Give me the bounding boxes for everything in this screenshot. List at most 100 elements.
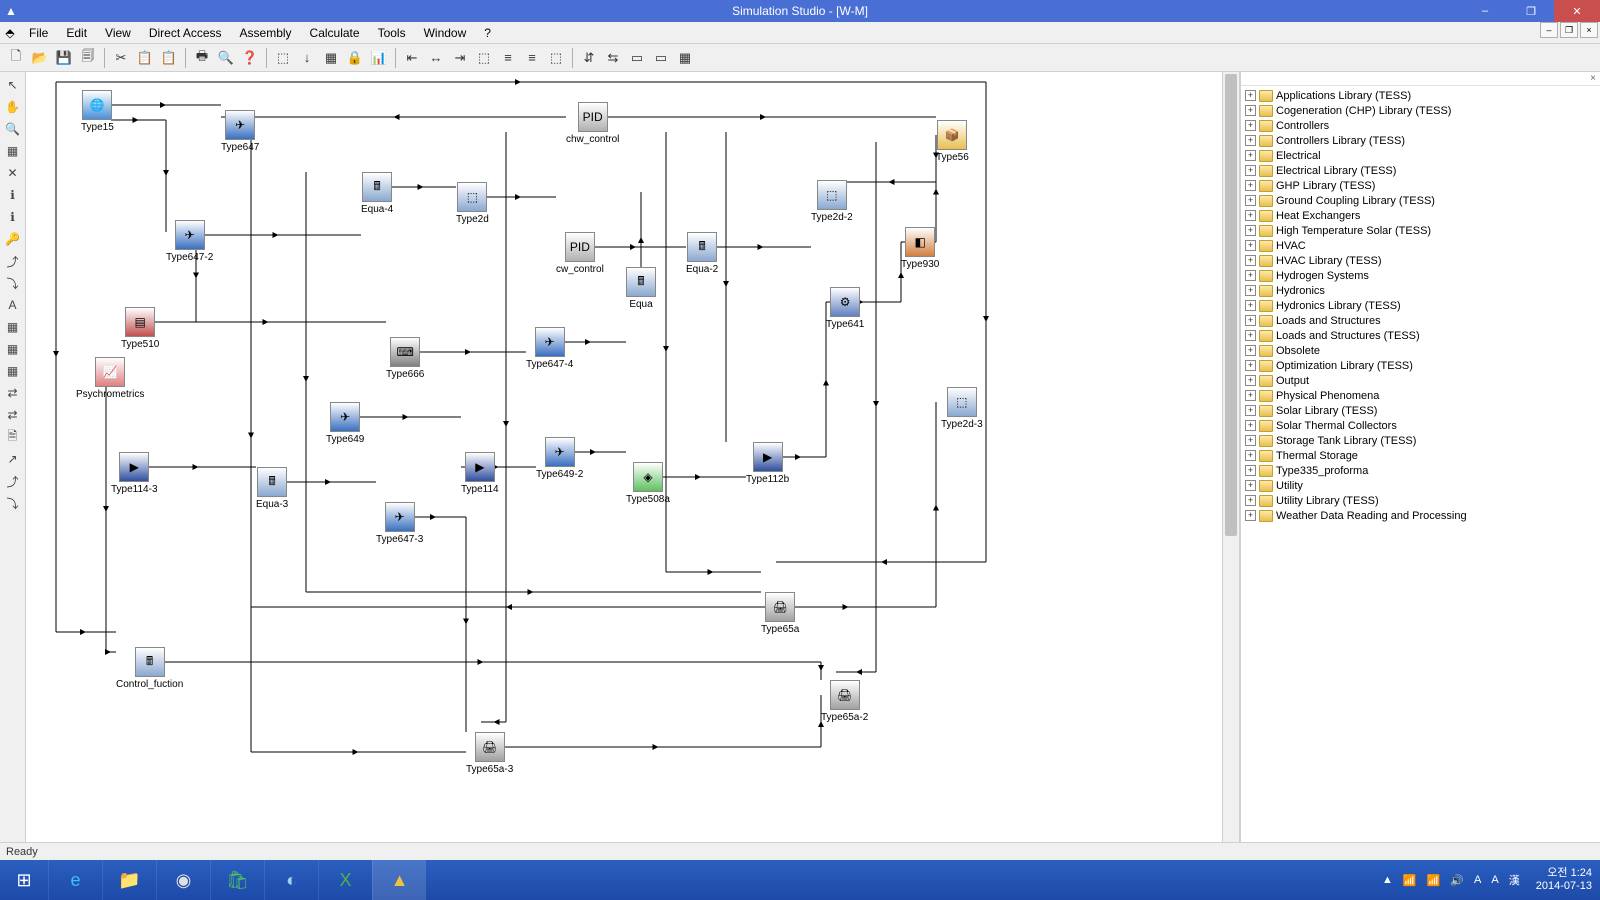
tree-item[interactable]: +Applications Library (TESS) (1245, 88, 1596, 103)
minimize-button[interactable]: – (1462, 0, 1508, 22)
palette-tool-19[interactable]: ⤵ (1, 493, 25, 513)
palette-tool-4[interactable]: ✕ (1, 163, 25, 183)
tray-icon-2[interactable]: 📶 (1427, 874, 1441, 887)
toolbar-btn-4-2[interactable]: ⇥ (449, 47, 471, 69)
menu-window[interactable]: Window (415, 26, 476, 40)
tree-item[interactable]: +Utility Library (TESS) (1245, 493, 1596, 508)
tree-item[interactable]: +Solar Library (TESS) (1245, 403, 1596, 418)
expand-icon[interactable]: + (1245, 120, 1256, 131)
expand-icon[interactable]: + (1245, 495, 1256, 506)
component-type112b[interactable]: ▶Type112b (746, 442, 789, 485)
component-type15[interactable]: 🌐Type15 (81, 90, 114, 133)
menu-edit[interactable]: Edit (57, 26, 96, 40)
taskbar-clock[interactable]: 오전 1:24 2014-07-13 (1528, 867, 1600, 893)
toolbar-btn-5-2[interactable]: ▭ (626, 47, 648, 69)
tree-item[interactable]: +Hydronics Library (TESS) (1245, 298, 1596, 313)
expand-icon[interactable]: + (1245, 195, 1256, 206)
tray-icon-3[interactable]: 🔊 (1450, 874, 1464, 887)
palette-tool-17[interactable]: ↗ (1, 449, 25, 469)
expand-icon[interactable]: + (1245, 405, 1256, 416)
tree-item[interactable]: +Electrical Library (TESS) (1245, 163, 1596, 178)
menu-?[interactable]: ? (475, 26, 500, 40)
component-type65a[interactable]: 🖨Type65a (761, 592, 799, 635)
component-type2d-3[interactable]: ⬚Type2d-3 (941, 387, 983, 430)
tree-item[interactable]: +Heat Exchangers (1245, 208, 1596, 223)
toolbar-btn-0-2[interactable]: 💾 (53, 47, 75, 69)
toolbar-btn-5-3[interactable]: ▭ (650, 47, 672, 69)
component-type647-3[interactable]: ✈Type647-3 (376, 502, 423, 545)
tree-item[interactable]: +Physical Phenomena (1245, 388, 1596, 403)
palette-tool-13[interactable]: ▦ (1, 361, 25, 381)
tree-item[interactable]: +Controllers Library (TESS) (1245, 133, 1596, 148)
tree-item[interactable]: +Solar Thermal Collectors (1245, 418, 1596, 433)
toolbar-btn-1-2[interactable]: 📋 (158, 47, 180, 69)
palette-tool-6[interactable]: ℹ (1, 207, 25, 227)
tree-item[interactable]: +Hydronics (1245, 283, 1596, 298)
expand-icon[interactable]: + (1245, 240, 1256, 251)
toolbar-btn-4-4[interactable]: ≡ (497, 47, 519, 69)
expand-icon[interactable]: + (1245, 480, 1256, 491)
mdi-minimize-button[interactable]: – (1540, 22, 1558, 38)
palette-tool-1[interactable]: ✋ (1, 97, 25, 117)
expand-icon[interactable]: + (1245, 180, 1256, 191)
component-type647-2[interactable]: ✈Type647-2 (166, 220, 213, 263)
component-equa[interactable]: 🖩Equa (626, 267, 656, 310)
toolbar-btn-4-1[interactable]: ↔ (425, 47, 447, 69)
tree-item[interactable]: +GHP Library (TESS) (1245, 178, 1596, 193)
mdi-restore-button[interactable]: ❐ (1560, 22, 1578, 38)
tree-item[interactable]: +Output (1245, 373, 1596, 388)
expand-icon[interactable]: + (1245, 150, 1256, 161)
palette-tool-15[interactable]: ⇄ (1, 405, 25, 425)
tray-icon-6[interactable]: 漢 (1509, 872, 1520, 888)
palette-tool-11[interactable]: ▦ (1, 317, 25, 337)
expand-icon[interactable]: + (1245, 345, 1256, 356)
component-type114-3[interactable]: ▶Type114-3 (111, 452, 158, 495)
expand-icon[interactable]: + (1245, 225, 1256, 236)
component-type56[interactable]: 📦Type56 (936, 120, 969, 163)
taskbar-trnsys[interactable]: ▲ (372, 860, 426, 900)
toolbar-btn-0-3[interactable]: 🗐 (77, 47, 99, 69)
tree-item[interactable]: +Type335_proforma (1245, 463, 1596, 478)
palette-tool-14[interactable]: ⇄ (1, 383, 25, 403)
toolbar-btn-3-2[interactable]: ▦ (320, 47, 342, 69)
expand-icon[interactable]: + (1245, 375, 1256, 386)
component-type930[interactable]: ◧Type930 (901, 227, 939, 270)
palette-tool-12[interactable]: ▦ (1, 339, 25, 359)
toolbar-btn-3-3[interactable]: 🔒 (344, 47, 366, 69)
tray-icon-4[interactable]: A (1474, 874, 1481, 886)
component-type647[interactable]: ✈Type647 (221, 110, 259, 153)
tree-item[interactable]: +HVAC Library (TESS) (1245, 253, 1596, 268)
toolbar-btn-4-0[interactable]: ⇤ (401, 47, 423, 69)
palette-tool-7[interactable]: 🔑 (1, 229, 25, 249)
expand-icon[interactable]: + (1245, 420, 1256, 431)
component-type508a[interactable]: ◈Type508a (626, 462, 670, 505)
expand-icon[interactable]: + (1245, 450, 1256, 461)
menu-file[interactable]: File (20, 26, 57, 40)
tree-item[interactable]: +Hydrogen Systems (1245, 268, 1596, 283)
vertical-scrollbar[interactable] (1222, 72, 1239, 842)
component-type2d-2[interactable]: ⬚Type2d-2 (811, 180, 853, 223)
tree-item[interactable]: +Obsolete (1245, 343, 1596, 358)
component-equa-4[interactable]: 🖩Equa-4 (361, 172, 393, 215)
component-equa-3[interactable]: 🖩Equa-3 (256, 467, 288, 510)
library-close-icon[interactable]: × (1590, 73, 1596, 84)
close-button[interactable]: ✕ (1554, 0, 1600, 22)
component-type65a-2[interactable]: 🖨Type65a-2 (821, 680, 868, 723)
menu-direct-access[interactable]: Direct Access (140, 26, 231, 40)
component-control_fuction[interactable]: 🖩Control_fuction (116, 647, 183, 690)
component-type510[interactable]: ▤Type510 (121, 307, 159, 350)
tree-item[interactable]: +Weather Data Reading and Processing (1245, 508, 1596, 523)
tray-icon-5[interactable]: A (1491, 874, 1498, 886)
tray-icon-0[interactable]: ▲ (1382, 874, 1393, 886)
palette-tool-16[interactable]: 🗎 (1, 427, 25, 447)
tree-item[interactable]: +Controllers (1245, 118, 1596, 133)
menu-assembly[interactable]: Assembly (231, 26, 301, 40)
tree-item[interactable]: +Electrical (1245, 148, 1596, 163)
toolbar-btn-4-3[interactable]: ⬚ (473, 47, 495, 69)
component-cw_control[interactable]: PIDcw_control (556, 232, 604, 275)
palette-tool-3[interactable]: ▦ (1, 141, 25, 161)
toolbar-btn-4-6[interactable]: ⬚ (545, 47, 567, 69)
component-type641[interactable]: ⚙Type641 (826, 287, 864, 330)
expand-icon[interactable]: + (1245, 300, 1256, 311)
expand-icon[interactable]: + (1245, 210, 1256, 221)
